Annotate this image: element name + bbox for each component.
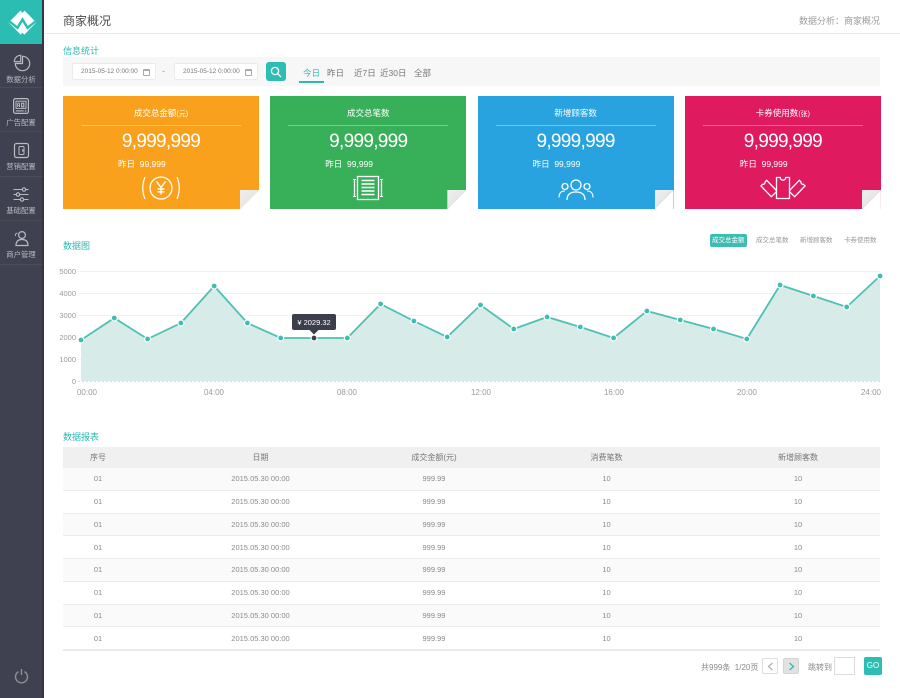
svg-text:¥ 2029.32: ¥ 2029.32	[297, 318, 330, 327]
svg-text:5000: 5000	[59, 267, 76, 276]
svg-text:4000: 4000	[59, 289, 76, 298]
svg-text:08:00: 08:00	[337, 388, 358, 397]
svg-text:16:00: 16:00	[604, 388, 625, 397]
svg-text:24:00: 24:00	[861, 388, 882, 397]
svg-text:12:00: 12:00	[471, 388, 492, 397]
svg-text:0: 0	[72, 377, 76, 386]
svg-text:3000: 3000	[59, 311, 76, 320]
svg-text:20:00: 20:00	[737, 388, 758, 397]
svg-text:00:00: 00:00	[77, 388, 98, 397]
svg-text:1000: 1000	[59, 355, 76, 364]
svg-text:04:00: 04:00	[204, 388, 225, 397]
svg-text:2000: 2000	[59, 333, 76, 342]
